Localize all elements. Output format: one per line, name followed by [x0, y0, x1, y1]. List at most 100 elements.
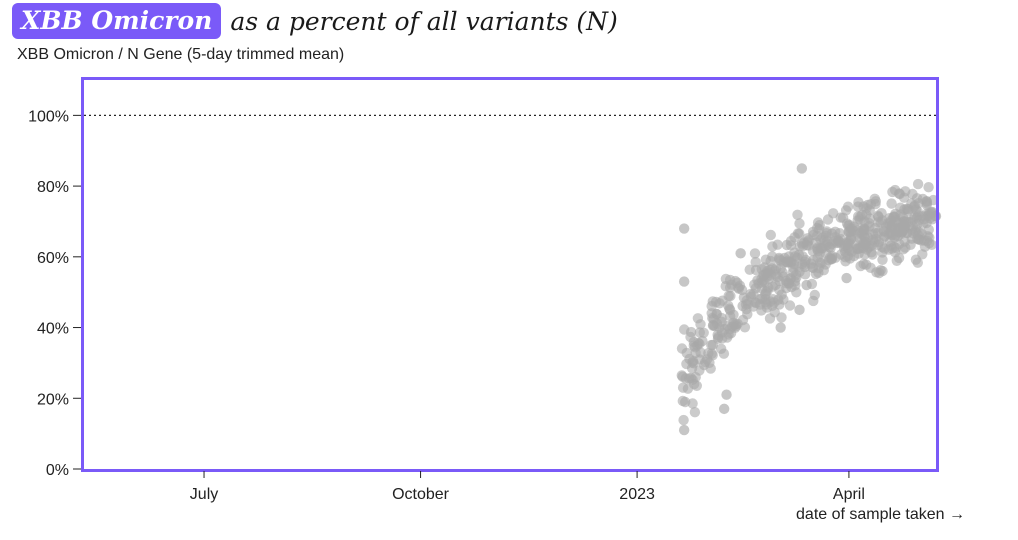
chart-title: XBB Omicron as a percent of all variants…	[12, 3, 618, 39]
data-point	[796, 163, 808, 174]
data-point	[741, 295, 752, 306]
data-point	[765, 229, 776, 241]
x-tick-label: 2023	[619, 486, 655, 503]
data-point	[858, 258, 869, 270]
data-point	[720, 281, 731, 292]
data-point	[813, 267, 824, 278]
data-point	[843, 227, 854, 238]
data-point	[695, 319, 706, 330]
data-point	[723, 290, 734, 302]
data-point	[748, 288, 759, 300]
data-point	[791, 272, 802, 283]
data-point	[687, 357, 698, 368]
y-tick-label: 100%	[28, 108, 69, 125]
data-point	[798, 237, 810, 248]
data-point	[870, 196, 881, 207]
data-point	[778, 257, 789, 268]
data-point	[856, 209, 868, 221]
data-point	[926, 208, 937, 219]
data-point	[681, 347, 692, 359]
variant-badge: XBB Omicron	[12, 3, 222, 39]
data-point	[758, 269, 769, 281]
data-point	[706, 300, 717, 312]
data-point	[912, 178, 924, 190]
y-tick-label: 40%	[37, 321, 69, 338]
data-point	[900, 242, 911, 253]
data-point	[760, 254, 771, 265]
y-tick-label: 60%	[37, 250, 69, 267]
data-point	[785, 240, 797, 251]
data-point	[906, 198, 917, 209]
data-point	[887, 186, 898, 198]
data-point	[886, 198, 897, 209]
data-point	[912, 206, 923, 217]
data-point	[689, 407, 701, 418]
data-point	[800, 254, 811, 266]
data-point	[810, 237, 822, 248]
data-point	[706, 308, 717, 319]
data-point	[714, 298, 725, 309]
data-point	[886, 219, 898, 231]
data-point	[876, 208, 887, 219]
data-point	[907, 228, 919, 239]
data-point	[873, 217, 884, 228]
data-point	[772, 239, 783, 250]
data-point	[730, 275, 741, 287]
data-point	[801, 279, 812, 291]
data-point	[774, 284, 785, 296]
data-point	[877, 254, 888, 265]
data-point	[843, 238, 854, 250]
data-point	[807, 226, 819, 237]
data-point	[739, 322, 751, 333]
data-point	[859, 249, 870, 260]
data-point	[890, 208, 901, 219]
data-point	[792, 209, 803, 220]
data-point	[867, 229, 879, 240]
data-point	[790, 280, 801, 291]
data-point	[679, 324, 690, 335]
data-point	[841, 272, 852, 284]
data-point	[812, 217, 824, 228]
data-point	[822, 214, 834, 225]
x-tick-label: April	[833, 486, 865, 503]
data-point	[694, 338, 705, 349]
chart-title-text: as a percent of all variants (N)	[230, 6, 618, 36]
data-point	[678, 223, 690, 234]
data-point	[794, 304, 805, 316]
data-point	[879, 243, 890, 254]
y-tick-label: 80%	[37, 179, 69, 196]
data-point	[691, 380, 702, 391]
data-point	[698, 327, 709, 338]
data-point	[874, 267, 885, 279]
data-point	[775, 322, 786, 333]
data-point	[703, 348, 714, 359]
y-tick-label: 20%	[37, 391, 69, 408]
points-layer	[676, 163, 942, 436]
data-point	[729, 319, 740, 331]
data-point	[826, 238, 837, 250]
data-point	[830, 226, 841, 237]
x-tick-label: October	[392, 486, 450, 503]
x-axis-label: date of sample taken →	[796, 506, 965, 523]
data-point	[784, 300, 796, 311]
data-point	[812, 252, 823, 263]
y-tick-label: 0%	[46, 462, 69, 479]
data-point	[685, 372, 697, 384]
chart-subtitle: XBB Omicron / N Gene (5-day trimmed mean…	[17, 46, 345, 63]
data-point	[923, 182, 934, 193]
axes-layer: 0% 20% 40% 60% 80% 100% July October 2023 April da…	[28, 108, 965, 523]
data-point	[754, 299, 766, 310]
data-point	[760, 289, 771, 300]
data-point	[678, 424, 690, 436]
data-point	[717, 333, 728, 344]
data-point	[744, 264, 755, 275]
data-point	[792, 228, 804, 239]
data-point	[749, 248, 761, 259]
data-point	[735, 248, 746, 259]
data-point	[721, 389, 732, 400]
data-point	[677, 395, 688, 407]
data-point	[750, 256, 761, 268]
data-point	[794, 218, 805, 229]
data-point	[718, 348, 730, 359]
